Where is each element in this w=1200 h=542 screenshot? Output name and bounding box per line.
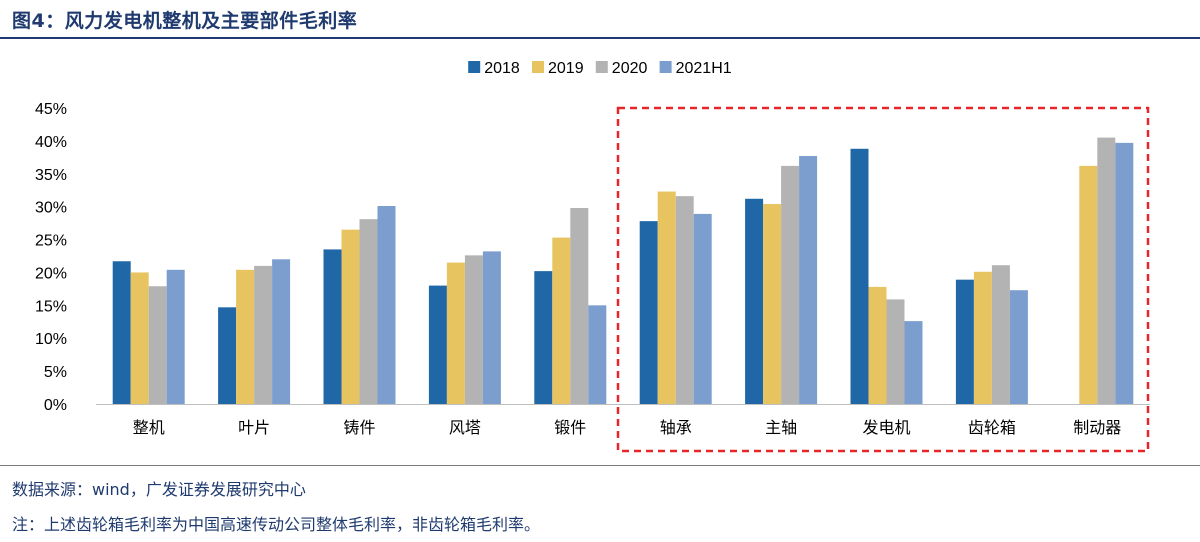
bar-2018 bbox=[639, 221, 658, 404]
bar-2020 bbox=[886, 299, 905, 404]
y-tick-label: 5% bbox=[44, 364, 67, 381]
bar-2019 bbox=[446, 262, 465, 404]
legend-swatch bbox=[468, 61, 481, 73]
bar-2021H1 bbox=[1115, 142, 1134, 404]
legend-label: 2021H1 bbox=[676, 60, 732, 77]
bar-2018 bbox=[534, 271, 553, 404]
bar-2021H1 bbox=[166, 269, 185, 404]
bar-2019 bbox=[552, 237, 571, 404]
y-tick-label: 30% bbox=[35, 200, 67, 217]
bar-2018 bbox=[428, 285, 447, 404]
bar-2018 bbox=[112, 261, 131, 404]
footnote: 注：上述齿轮箱毛利率为中国高速传动公司整体毛利率，非齿轮箱毛利率。 bbox=[12, 515, 541, 534]
bar-2018 bbox=[323, 249, 342, 404]
legend-label: 2018 bbox=[484, 60, 520, 77]
x-tick-label: 齿轮箱 bbox=[968, 418, 1016, 437]
bar-2019 bbox=[130, 272, 149, 404]
bar-series bbox=[112, 137, 1134, 404]
x-tick-label: 铸件 bbox=[343, 418, 375, 437]
bar-2020 bbox=[464, 255, 483, 404]
bar-2020 bbox=[991, 265, 1010, 404]
bar-2020 bbox=[359, 219, 378, 404]
x-tick-label: 风塔 bbox=[449, 418, 481, 437]
bar-2020 bbox=[781, 165, 800, 404]
highlight-box bbox=[616, 106, 1150, 453]
x-tick-label: 轴承 bbox=[660, 418, 692, 437]
y-tick-label: 10% bbox=[35, 331, 67, 348]
legend-label: 2020 bbox=[612, 60, 648, 77]
y-axis: 0% 5% 10% 15% 20% 25% 30% 35% 40% 45% bbox=[35, 101, 67, 414]
y-tick-label: 0% bbox=[44, 397, 67, 414]
bar-2021H1 bbox=[588, 305, 607, 404]
bar-2021H1 bbox=[377, 206, 396, 404]
x-tick-label: 发电机 bbox=[862, 418, 910, 437]
bar-2019 bbox=[1079, 165, 1098, 404]
bar-2019 bbox=[341, 229, 360, 404]
bar-2018 bbox=[955, 279, 974, 404]
bar-2020 bbox=[254, 265, 273, 404]
bar-chart: 2018 2019 2020 2021H1 0% 5% 10% 15% 20% 25% 30% 35… bbox=[35, 60, 1150, 453]
bar-2021H1 bbox=[1009, 290, 1028, 404]
bar-2021H1 bbox=[482, 251, 501, 404]
bar-2019 bbox=[763, 204, 782, 404]
x-tick-label: 整机 bbox=[133, 418, 165, 437]
legend-swatch bbox=[532, 61, 544, 73]
bar-2020 bbox=[148, 286, 167, 404]
title-divider bbox=[0, 37, 1200, 39]
x-tick-label: 叶片 bbox=[238, 418, 270, 437]
y-tick-label: 20% bbox=[35, 265, 67, 282]
bar-2018 bbox=[218, 307, 237, 404]
footer-divider bbox=[0, 465, 1200, 466]
legend-swatch bbox=[595, 61, 608, 73]
bar-2019 bbox=[868, 286, 887, 404]
y-tick-label: 25% bbox=[35, 233, 67, 250]
x-axis: 整机 叶片 铸件 风塔 锻件 轴承 主轴 发电机 齿轮箱 制动器 bbox=[96, 404, 1150, 437]
bar-2018 bbox=[850, 148, 869, 404]
bar-2019 bbox=[657, 191, 676, 404]
y-tick-label: 40% bbox=[35, 134, 67, 151]
bar-2021H1 bbox=[272, 259, 291, 404]
x-tick-label: 制动器 bbox=[1073, 418, 1121, 437]
y-tick-label: 15% bbox=[35, 298, 67, 315]
y-tick-label: 45% bbox=[35, 101, 67, 118]
bar-2021H1 bbox=[904, 321, 923, 404]
x-tick-label: 主轴 bbox=[765, 418, 797, 437]
highlight-rect bbox=[616, 106, 1150, 453]
bar-2020 bbox=[1097, 137, 1116, 404]
legend-label: 2019 bbox=[548, 60, 584, 77]
bar-2019 bbox=[236, 269, 255, 404]
y-tick-label: 35% bbox=[35, 167, 67, 184]
source-note: 数据来源：wind，广发证券发展研究中心 bbox=[12, 480, 306, 499]
bar-2018 bbox=[745, 198, 764, 404]
bar-2021H1 bbox=[693, 213, 712, 404]
figure-title: 图4：风力发电机整机及主要部件毛利率 bbox=[12, 10, 358, 32]
bar-2020 bbox=[675, 196, 694, 404]
bar-2020 bbox=[570, 207, 589, 404]
chart-legend: 2018 2019 2020 2021H1 bbox=[468, 60, 732, 77]
bar-2019 bbox=[973, 271, 992, 404]
x-tick-label: 锻件 bbox=[554, 418, 586, 437]
bar-2021H1 bbox=[799, 156, 818, 404]
legend-swatch bbox=[659, 61, 672, 73]
